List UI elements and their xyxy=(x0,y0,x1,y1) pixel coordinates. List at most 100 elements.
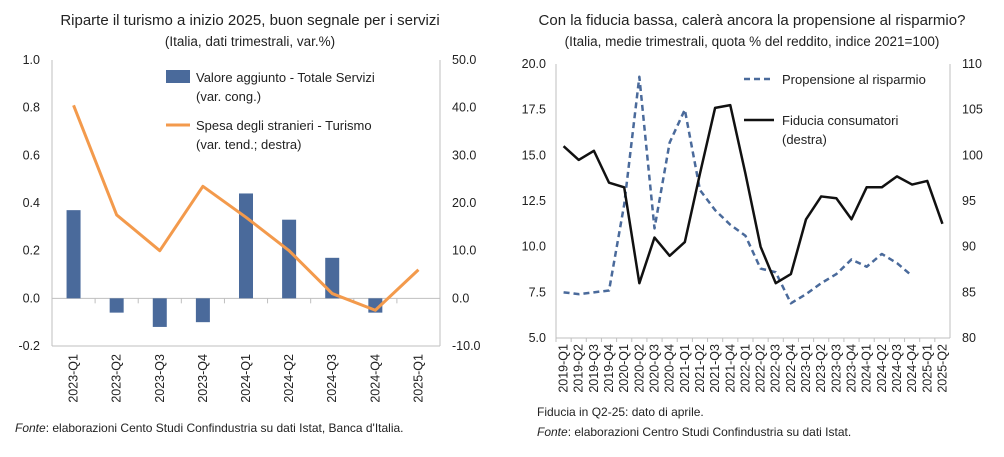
legend-label-solid: Fiducia consumatori xyxy=(782,113,898,128)
left-source: Fonte: elaborazioni Cento Studi Confindu… xyxy=(15,421,404,435)
left-y2-tick-label: 20.0 xyxy=(452,196,476,210)
right-y-tick-label: 5.0 xyxy=(529,331,546,345)
right-y2-tick-label: 95 xyxy=(962,194,976,208)
left-bars xyxy=(66,193,383,327)
right-y2-tick-label: 110 xyxy=(962,57,982,71)
right-x-tick-label: 2019-Q1 xyxy=(557,344,571,393)
right-chart: Con la fiducia bassa, calerà ancora la p… xyxy=(522,12,983,439)
right-chart-subtitle: (Italia, medie trimestrali, quota % del … xyxy=(565,34,940,49)
bar xyxy=(239,193,253,299)
bar xyxy=(109,298,124,313)
left-y2-tick-label: 40.0 xyxy=(452,101,476,115)
bar xyxy=(152,298,167,327)
left-x-tick-label: 2023-Q3 xyxy=(153,354,167,403)
right-x-tick-label: 2022-Q2 xyxy=(754,344,768,393)
right-y-tick-label: 15.0 xyxy=(522,148,546,162)
legend-label-line-sub: (var. tend.; destra) xyxy=(196,137,302,152)
right-x-tick-label: 2021-Q4 xyxy=(723,344,737,393)
right-x-tick-label: 2023-Q3 xyxy=(829,344,843,393)
bar xyxy=(66,210,81,299)
consumer-confidence-line xyxy=(562,103,944,285)
legend-label-line: Spesa degli stranieri - Turismo xyxy=(196,118,372,133)
right-x-tick-label: 2020-Q3 xyxy=(648,344,662,393)
legend-swatch-bar xyxy=(166,70,190,83)
right-x-tick-label: 2024-Q3 xyxy=(890,344,904,393)
left-x-tick-label: 2023-Q1 xyxy=(67,354,81,403)
left-y-tick-label: 0.2 xyxy=(23,244,40,258)
right-y-tick-label: 7.5 xyxy=(529,285,546,299)
right-lines xyxy=(562,75,944,305)
right-x-tick-label: 2024-Q4 xyxy=(905,344,919,393)
left-x-tick-label: 2024-Q1 xyxy=(239,354,253,403)
left-source-text: : elaborazioni Cento Studi Confindustria… xyxy=(46,421,404,435)
right-x-tick-label: 2021-Q2 xyxy=(693,344,707,393)
right-legend: Propensione al risparmio Fiducia consuma… xyxy=(744,72,926,147)
left-chart: Riparte il turismo a inizio 2025, buon s… xyxy=(15,12,481,435)
left-chart-title: Riparte il turismo a inizio 2025, buon s… xyxy=(60,12,439,29)
left-x-tick-label: 2024-Q4 xyxy=(368,354,382,403)
right-y2-tick-label: 85 xyxy=(962,285,976,299)
right-y-tick-label: 12.5 xyxy=(522,194,546,208)
left-y2-tick-label: 50.0 xyxy=(452,53,476,67)
right-x-tick-label: 2019-Q2 xyxy=(572,344,586,393)
left-axes: -0.2 0.0 0.2 0.4 0.6 0.8 1.0 -10.0 0.0 10.0 20.0 30… xyxy=(18,53,480,403)
right-x-tick-label: 2023-Q2 xyxy=(814,344,828,393)
right-y-tick-label: 17.5 xyxy=(522,103,546,117)
right-x-tick-label: 2022-Q1 xyxy=(738,344,752,393)
legend-label-bar-sub: (var. cong.) xyxy=(196,89,261,104)
right-x-tick-label: 2021-Q1 xyxy=(678,344,692,393)
left-x-tick-label: 2024-Q2 xyxy=(282,354,296,403)
left-y2-tick-label: 0.0 xyxy=(452,291,469,305)
right-chart-title: Con la fiducia bassa, calerà ancora la p… xyxy=(539,12,966,29)
right-x-tick-label: 2021-Q3 xyxy=(708,344,722,393)
right-y2-tick-label: 90 xyxy=(962,240,976,254)
left-line xyxy=(72,104,420,312)
right-x-tick-label: 2020-Q4 xyxy=(663,344,677,393)
right-x-tick-label: 2019-Q4 xyxy=(602,344,616,393)
left-y2-tick-label: -10.0 xyxy=(452,339,481,353)
right-source: Fonte: elaborazioni Centro Studi Confind… xyxy=(537,425,851,439)
right-x-tick-label: 2022-Q3 xyxy=(769,344,783,393)
right-x-tick-label: 2022-Q4 xyxy=(784,344,798,393)
right-y2-tick-label: 100 xyxy=(962,148,983,162)
tourism-spending-line xyxy=(72,104,420,312)
right-x-tick-label: 2023-Q4 xyxy=(845,344,859,393)
left-x-tick-label: 2024-Q3 xyxy=(325,354,339,403)
right-x-tick-label: 2025-Q1 xyxy=(920,344,934,393)
legend-label-bar: Valore aggiunto - Totale Servizi xyxy=(196,70,375,85)
left-y-tick-label: 0.8 xyxy=(23,101,40,115)
right-source-text: : elaborazioni Centro Studi Confindustri… xyxy=(568,425,852,439)
left-chart-subtitle: (Italia, dati trimestrali, var.%) xyxy=(165,34,335,49)
right-x-tick-label: 2020-Q2 xyxy=(632,344,646,393)
right-source-label: Fonte xyxy=(537,425,568,439)
left-y-tick-label: -0.2 xyxy=(18,339,40,353)
left-x-tick-label: 2023-Q2 xyxy=(110,354,124,403)
right-x-tick-label: 2023-Q1 xyxy=(799,344,813,393)
right-x-tick-label: 2025-Q2 xyxy=(935,344,949,393)
bar xyxy=(195,298,210,323)
left-y-tick-label: 0.0 xyxy=(23,291,40,305)
right-x-tick-label: 2024-Q2 xyxy=(875,344,889,393)
left-source-label: Fonte xyxy=(15,421,46,435)
left-legend: Valore aggiunto - Totale Servizi (var. c… xyxy=(166,70,375,152)
savings-propensity-line xyxy=(563,75,913,305)
right-y-tick-label: 10.0 xyxy=(522,240,546,254)
bar xyxy=(282,219,297,299)
left-y2-tick-label: 30.0 xyxy=(452,148,476,162)
left-y-tick-label: 0.4 xyxy=(23,196,40,210)
right-y2-tick-label: 105 xyxy=(962,103,983,117)
left-x-tick-label: 2025-Q1 xyxy=(411,354,425,403)
right-note: Fiducia in Q2-25: dato di aprile. xyxy=(537,405,704,419)
right-x-tick-label: 2024-Q1 xyxy=(860,344,874,393)
legend-label-solid-sub: (destra) xyxy=(782,132,827,147)
right-x-tick-label: 2019-Q3 xyxy=(587,344,601,393)
right-x-tick-label: 2020-Q1 xyxy=(617,344,631,393)
right-y-tick-label: 20.0 xyxy=(522,57,546,71)
left-y-tick-label: 0.6 xyxy=(23,148,40,162)
left-y2-tick-label: 10.0 xyxy=(452,244,476,258)
right-axes: 5.0 7.5 10.0 12.5 15.0 17.5 20.0 80 85 90 95 100 105… xyxy=(522,57,983,393)
right-y2-tick-label: 80 xyxy=(962,331,976,345)
legend-label-dashed: Propensione al risparmio xyxy=(782,72,926,87)
left-x-tick-label: 2023-Q4 xyxy=(196,354,210,403)
